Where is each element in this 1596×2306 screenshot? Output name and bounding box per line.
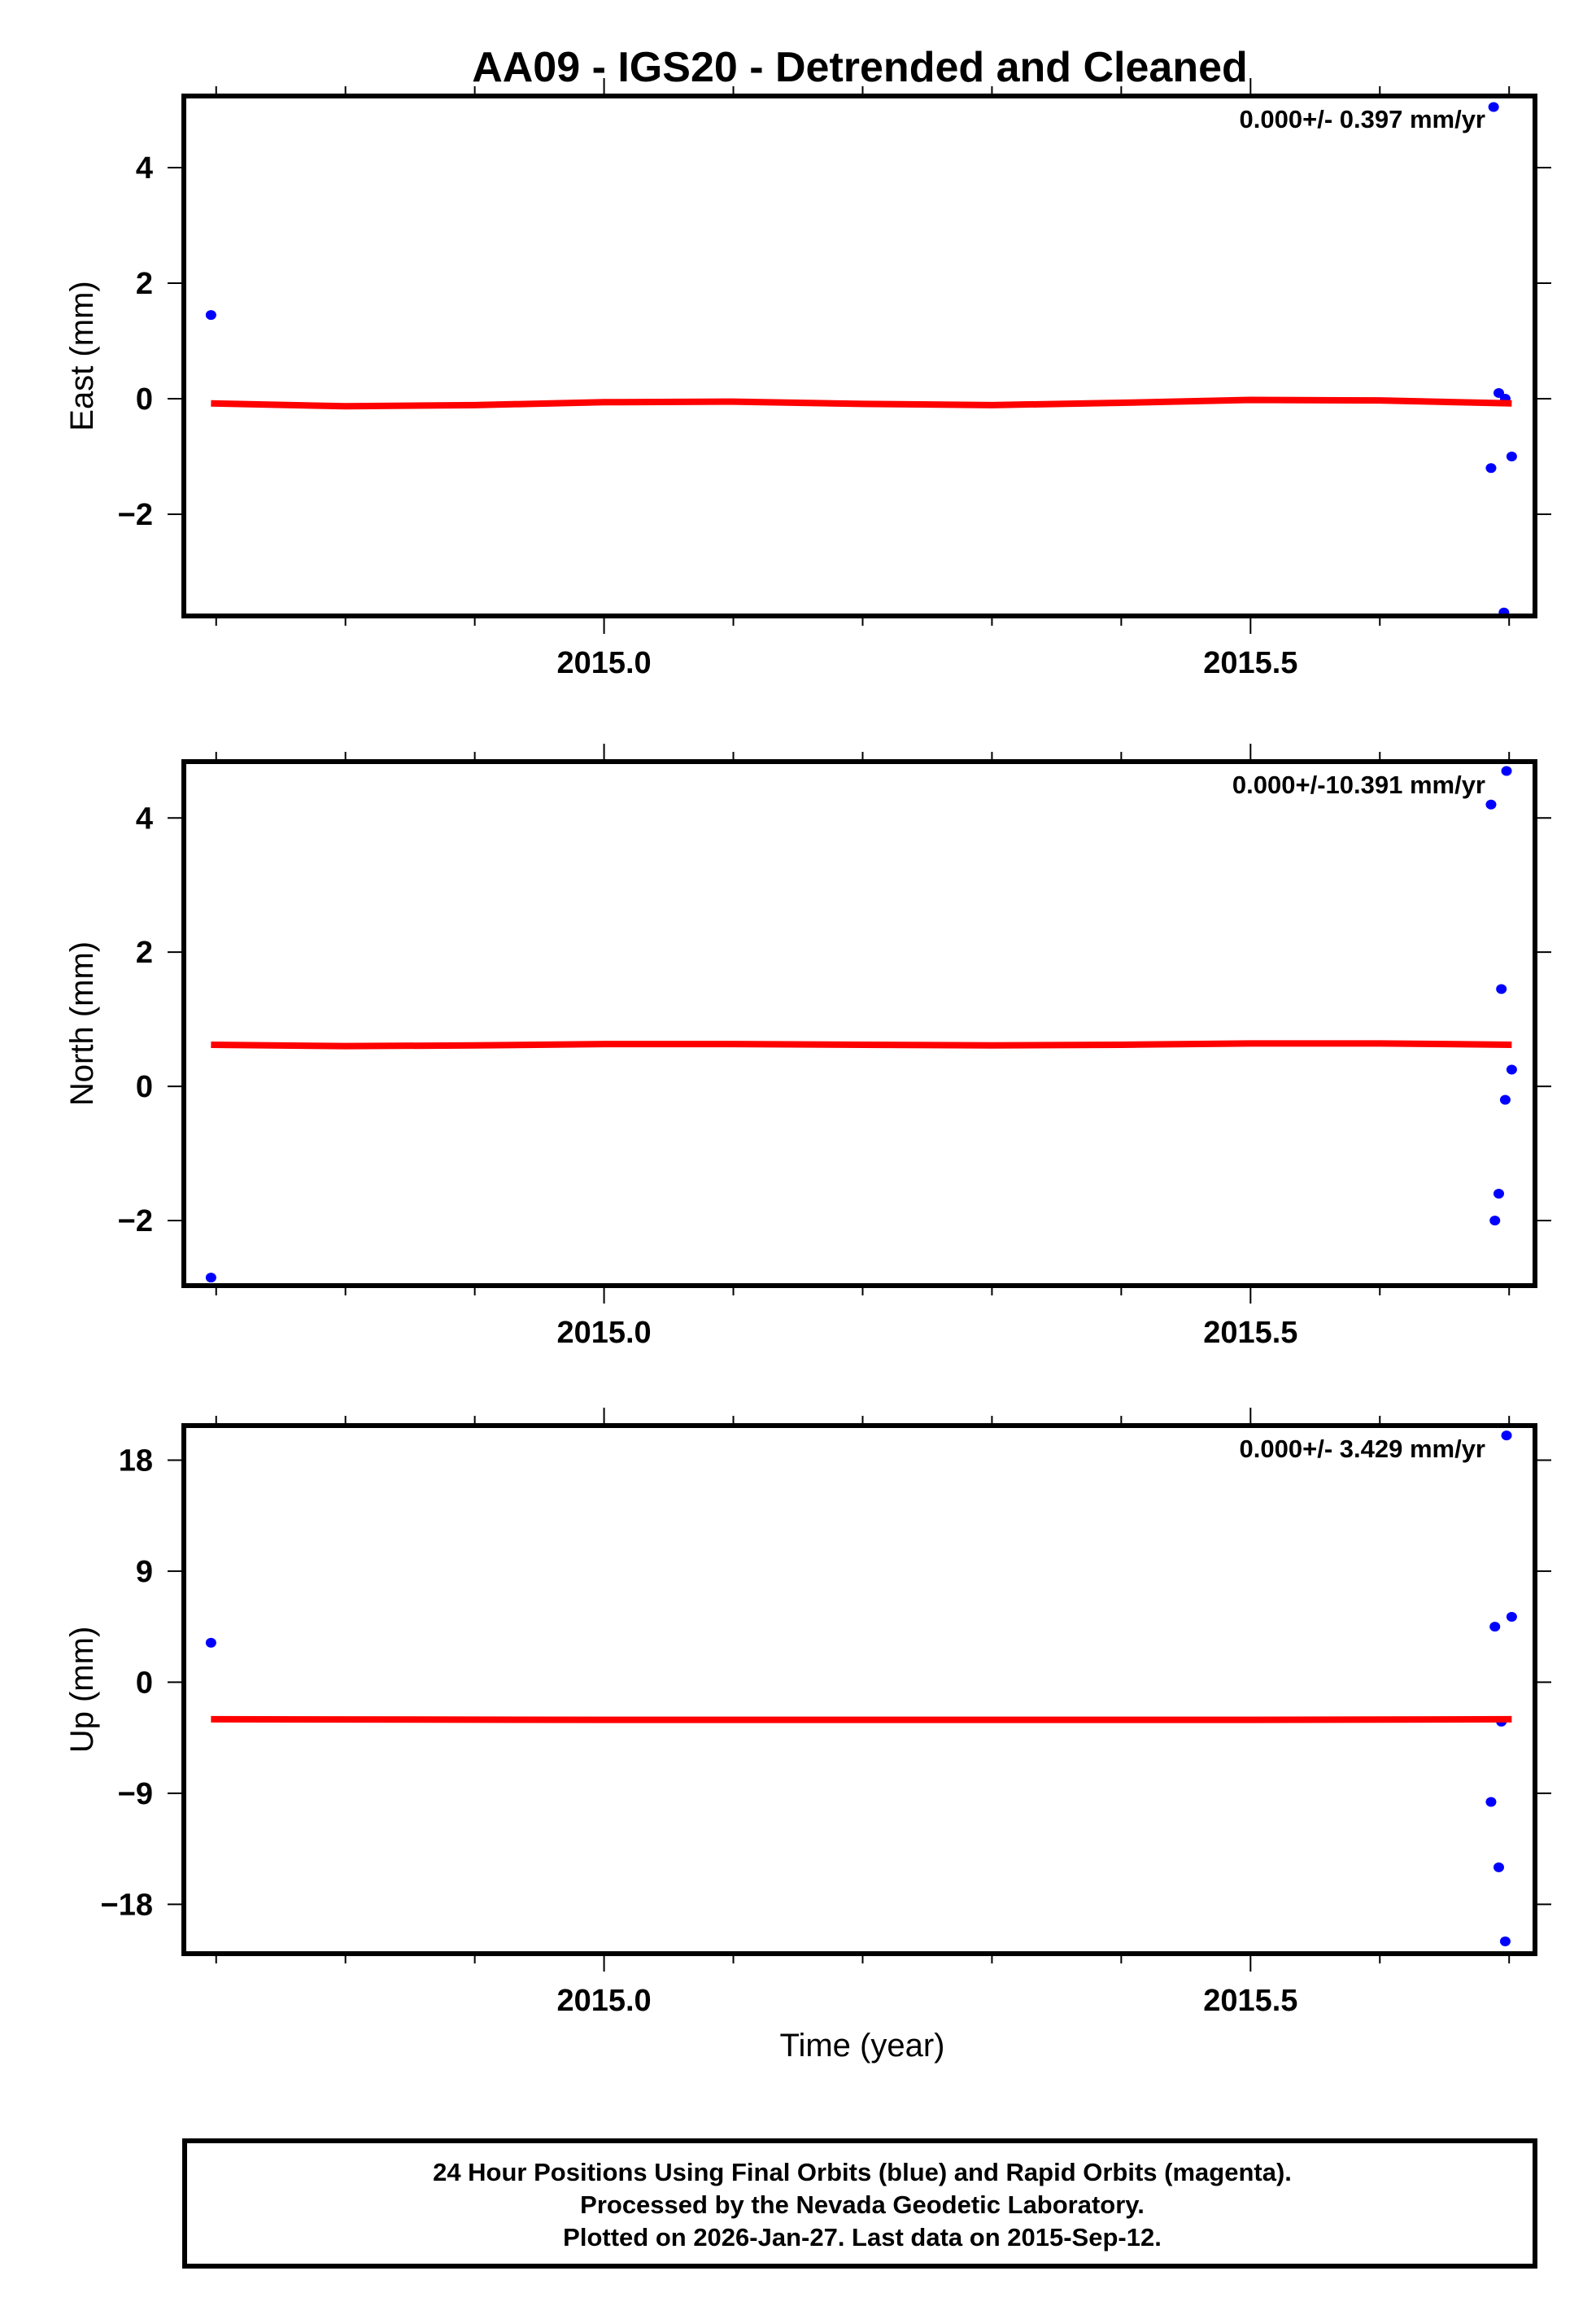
y-tick-label: −18	[101, 1888, 153, 1922]
figure-title: AA09 - IGS20 - Detrended and Cleaned	[472, 44, 1248, 91]
x-tick-label: 2015.0	[556, 646, 651, 680]
trend-line	[211, 1715, 1512, 1723]
y-tick-label: 0	[136, 1666, 153, 1700]
north-panel: 2015.0 2015.5 4 2 0 −2 North (mm) 0.000+/-10.39…	[64, 744, 1551, 1350]
y-tick-label: 2	[136, 267, 153, 301]
data-point	[1489, 1216, 1501, 1226]
data-point	[205, 310, 216, 321]
data-point	[1506, 1612, 1517, 1622]
data-point	[205, 1637, 216, 1648]
footer-line-3: Plotted on 2026-Jan-27. Last data on 201…	[563, 2223, 1162, 2251]
y-axis-label: Up (mm)	[64, 1627, 100, 1754]
east-panel: 2015.0 2015.5 4 2 0 −2 East (mm) 0.000+/- 0.397…	[64, 78, 1551, 680]
plot-frame	[181, 759, 1537, 1288]
data-point	[1489, 1622, 1501, 1632]
rate-annotation: 0.000+/- 3.429 mm/yr	[1240, 1435, 1485, 1463]
data-point	[1488, 102, 1499, 112]
trend-line	[211, 1040, 1512, 1050]
footer-box: 24 Hour Positions Using Final Orbits (bl…	[182, 2138, 1537, 2269]
y-tick-label: 4	[136, 151, 153, 186]
y-tick-label: 0	[136, 382, 153, 417]
trend-line	[211, 396, 1512, 410]
y-tick-label: 9	[136, 1555, 153, 1589]
y-tick-label: −2	[118, 1204, 153, 1238]
y-tick-label: −2	[118, 498, 153, 532]
data-point	[1485, 463, 1497, 474]
footer-line-1: 24 Hour Positions Using Final Orbits (bl…	[433, 2158, 1292, 2186]
y-tick-label: 4	[136, 801, 153, 836]
data-point	[1501, 766, 1512, 776]
y-tick-label: −9	[118, 1777, 153, 1811]
plot-frame	[181, 1423, 1537, 1956]
x-tick-label: 2015.0	[556, 1984, 651, 2018]
data-point	[1506, 452, 1517, 462]
y-tick-label: 18	[119, 1443, 153, 1478]
data-point	[1506, 1064, 1517, 1075]
data-point	[1485, 799, 1497, 810]
y-axis-label: North (mm)	[64, 941, 100, 1106]
data-point	[1496, 984, 1507, 994]
y-tick-label: 0	[136, 1070, 153, 1104]
data-point	[205, 1273, 216, 1283]
x-tick-label: 2015.0	[556, 1316, 651, 1350]
footer-line-2: Processed by the Nevada Geodetic Laborat…	[580, 2190, 1145, 2219]
data-point	[1499, 1936, 1511, 1946]
up-panel: 2015.0 2015.5 18 9 0 −9 −18 Up (mm) 0.000+/- 3.4…	[64, 1408, 1551, 2018]
x-tick-label: 2015.5	[1203, 646, 1297, 680]
data-point	[1493, 1862, 1504, 1872]
x-tick-label: 2015.5	[1203, 1984, 1297, 2018]
y-axis-label: East (mm)	[64, 281, 100, 430]
data-point	[1501, 1430, 1512, 1441]
data-point	[1485, 1797, 1497, 1807]
plot-frame	[181, 94, 1537, 618]
rate-annotation: 0.000+/- 0.397 mm/yr	[1240, 105, 1485, 133]
data-point	[1493, 1189, 1504, 1199]
rate-annotation: 0.000+/-10.391 mm/yr	[1232, 771, 1485, 799]
y-tick-label: 2	[136, 936, 153, 970]
x-tick-label: 2015.5	[1203, 1316, 1297, 1350]
x-axis-label: Time (year)	[780, 2028, 945, 2064]
data-point	[1499, 1094, 1511, 1105]
